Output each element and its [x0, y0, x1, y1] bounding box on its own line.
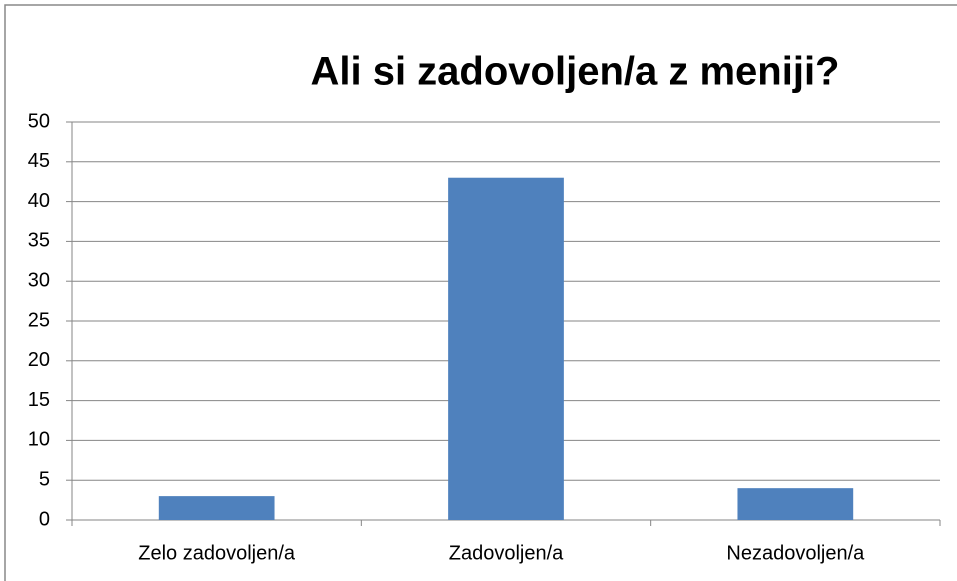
y-tick-label: 20 [28, 349, 50, 371]
y-tick-label: 30 [28, 269, 50, 291]
chart-border [4, 4, 957, 581]
y-tick-label: 45 [28, 150, 50, 172]
y-tick-label: 0 [39, 508, 50, 530]
bar [448, 177, 564, 520]
x-tick-label: Nezadovoljen/a [726, 542, 865, 564]
y-tick-label: 10 [28, 429, 50, 451]
bar [158, 496, 275, 520]
chart-title: Ali si zadovoljen/a z meniji? [310, 50, 839, 94]
y-tick-label: 25 [28, 309, 50, 331]
bar [737, 488, 854, 520]
x-tick-label: Zadovoljen/a [449, 542, 564, 564]
y-tick-label: 15 [28, 389, 50, 411]
y-tick-label: 50 [28, 110, 50, 132]
y-tick-label: 40 [28, 190, 50, 212]
x-tick-label: Zelo zadovoljen/a [138, 542, 296, 564]
y-tick-label: 35 [28, 230, 50, 252]
y-tick-label: 5 [39, 468, 50, 490]
